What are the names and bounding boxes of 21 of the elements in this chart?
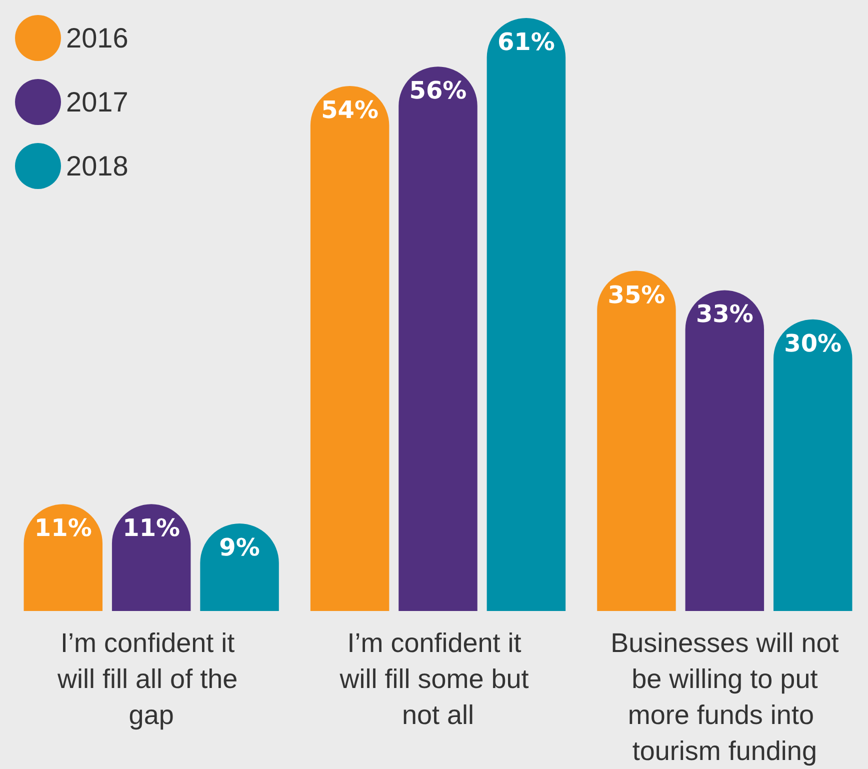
bar — [773, 319, 852, 611]
x-tick-label: I’m confident it will fill some but not all — [338, 628, 536, 730]
x-tick-label: Businesses will not be willing to put more funds into tourism funding — [610, 628, 840, 766]
legend-label: 2018 — [66, 150, 128, 182]
data-label: 30% — [784, 329, 842, 358]
data-label: 11% — [34, 514, 92, 542]
data-label: 35% — [608, 280, 666, 309]
legend-label: 2016 — [66, 22, 128, 54]
bar — [310, 86, 390, 611]
data-label: 56% — [409, 76, 467, 105]
bar — [486, 18, 566, 611]
data-label: 9% — [219, 534, 260, 562]
bar — [398, 66, 478, 611]
data-label: 54% — [321, 96, 379, 124]
bar — [597, 270, 676, 611]
data-label: 11% — [122, 514, 180, 542]
bar — [685, 290, 764, 611]
data-label: 61% — [497, 28, 555, 56]
legend-label: 2017 — [66, 86, 128, 118]
x-tick-label: I’m confident it will fill all of the gap — [56, 628, 246, 730]
data-label: 33% — [696, 300, 754, 328]
